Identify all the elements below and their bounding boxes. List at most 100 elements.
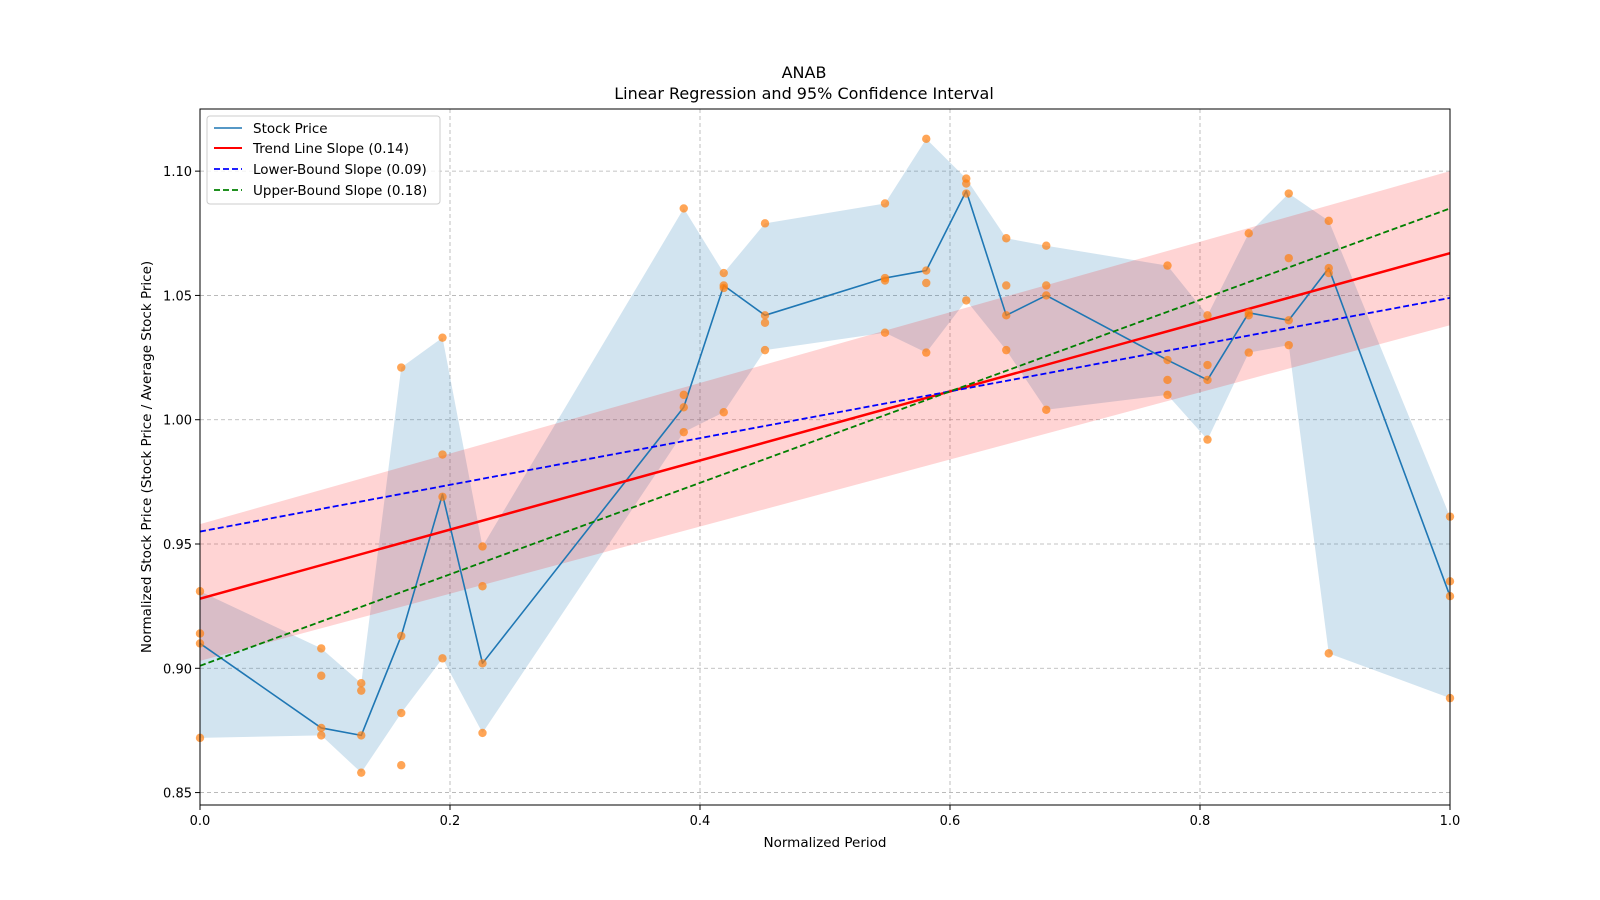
legend: Stock Price Trend Line Slope (0.14) Lowe… xyxy=(206,115,441,205)
scatter-point xyxy=(438,654,447,663)
legend-label-upper-bound: Upper-Bound Slope (0.18) xyxy=(253,183,427,199)
scatter-point xyxy=(922,266,931,275)
scatter-point xyxy=(438,492,447,501)
scatter-point xyxy=(317,723,326,733)
scatter-point xyxy=(1244,348,1253,357)
scatter-point xyxy=(760,345,770,355)
scatter-point xyxy=(478,659,487,668)
scatter-point xyxy=(1042,291,1051,300)
scatter-point xyxy=(438,333,447,342)
y-tick-label: 0.90 xyxy=(163,662,192,677)
scatter-point xyxy=(1203,375,1212,385)
scatter-point xyxy=(679,204,688,213)
scatter-point xyxy=(1284,316,1293,325)
scatter-point xyxy=(679,390,688,400)
y-tick-label: 0.85 xyxy=(163,787,192,802)
scatter-point xyxy=(962,296,971,305)
scatter-point xyxy=(357,686,366,695)
y-tick-label: 0.95 xyxy=(163,538,192,553)
scatter-point xyxy=(1163,261,1172,270)
scatter-point xyxy=(1002,311,1011,320)
scatter-point xyxy=(1002,281,1011,290)
scatter-point xyxy=(438,450,447,459)
scatter-point xyxy=(922,348,931,357)
scatter-point xyxy=(1042,281,1051,290)
scatter-point xyxy=(1042,241,1051,250)
x-axis-label: Normalized Period xyxy=(764,835,887,851)
scatter-point xyxy=(1163,390,1172,400)
scatter-point xyxy=(357,731,366,740)
scatter-point xyxy=(880,328,890,337)
scatter-point xyxy=(719,408,728,417)
stock-price-confidence-band xyxy=(200,138,1450,773)
scatter-point xyxy=(1203,311,1212,320)
axis-ticks: 0.0 0.2 0.4 0.6 0.8 1.0 0.85 0.90 0.95 1.00 1.05 1.… xyxy=(163,165,1460,829)
x-tick-label: 0.4 xyxy=(690,814,711,829)
scatter-point xyxy=(679,403,688,412)
scatter-point xyxy=(478,728,487,738)
scatter-point xyxy=(760,318,770,327)
chart-title: ANAB xyxy=(782,63,827,82)
series-lines xyxy=(199,190,1451,737)
scatter-point xyxy=(1324,649,1333,658)
scatter-point xyxy=(1163,355,1172,365)
scatter-point xyxy=(1284,340,1293,350)
scatter-point xyxy=(760,219,770,228)
legend-label-trend-line: Trend Line Slope (0.14) xyxy=(252,141,409,157)
scatter-point xyxy=(1163,375,1172,385)
scatter-points xyxy=(195,134,1455,777)
scatter-point xyxy=(1203,435,1212,444)
scatter-point xyxy=(962,189,971,198)
x-tick-label: 0.6 xyxy=(940,814,961,829)
legend-box xyxy=(206,115,441,205)
upper-bound-line xyxy=(199,207,1451,667)
scatter-point xyxy=(357,679,366,688)
scatter-point xyxy=(1042,405,1051,414)
scatter-point xyxy=(1284,189,1293,198)
scatter-point xyxy=(1284,253,1293,263)
legend-label-lower-bound: Lower-Bound Slope (0.09) xyxy=(253,162,427,178)
plot-frame xyxy=(199,108,1451,806)
confidence-bands xyxy=(200,138,1450,773)
scatter-point xyxy=(397,708,406,718)
trend-line xyxy=(199,251,1451,600)
scatter-point xyxy=(1324,268,1333,278)
scatter-point xyxy=(679,427,688,437)
scatter-point xyxy=(397,761,406,770)
y-axis-label: Normalized Stock Price (Stock Price / Av… xyxy=(139,261,155,653)
y-tick-label: 1.05 xyxy=(163,289,192,304)
scatter-point xyxy=(1244,229,1253,238)
scatter-point xyxy=(760,311,770,320)
lower-bound-line xyxy=(199,297,1451,533)
x-tick-label: 0.2 xyxy=(440,814,461,829)
scatter-point xyxy=(880,199,890,208)
scatter-point xyxy=(478,582,487,591)
legend-label-stock-price: Stock Price xyxy=(253,121,328,137)
y-tick-label: 1.00 xyxy=(163,414,192,429)
scatter-point xyxy=(962,179,971,188)
scatter-point xyxy=(922,278,931,288)
scatter-point xyxy=(1324,216,1333,226)
scatter-point xyxy=(1002,234,1011,243)
x-tick-label: 1.0 xyxy=(1440,814,1461,829)
scatter-point xyxy=(317,671,326,680)
x-tick-label: 0.8 xyxy=(1190,814,1211,829)
chart-subtitle: Linear Regression and 95% Confidence Int… xyxy=(614,84,994,103)
scatter-point xyxy=(1203,360,1212,370)
scatter-point xyxy=(1244,311,1253,320)
scatter-point xyxy=(719,268,728,278)
scatter-point xyxy=(317,731,326,740)
trend-confidence-band xyxy=(200,171,1450,661)
scatter-point xyxy=(397,363,406,372)
scatter-point xyxy=(397,631,406,641)
y-tick-label: 1.10 xyxy=(163,165,192,180)
scatter-point xyxy=(880,276,890,285)
scatter-point xyxy=(357,768,366,777)
stock-price-line xyxy=(199,190,1451,737)
scatter-point xyxy=(1002,345,1011,355)
x-tick-label: 0.0 xyxy=(190,814,211,829)
scatter-point xyxy=(922,134,931,144)
scatter-point xyxy=(478,542,487,551)
scatter-point xyxy=(317,644,326,653)
